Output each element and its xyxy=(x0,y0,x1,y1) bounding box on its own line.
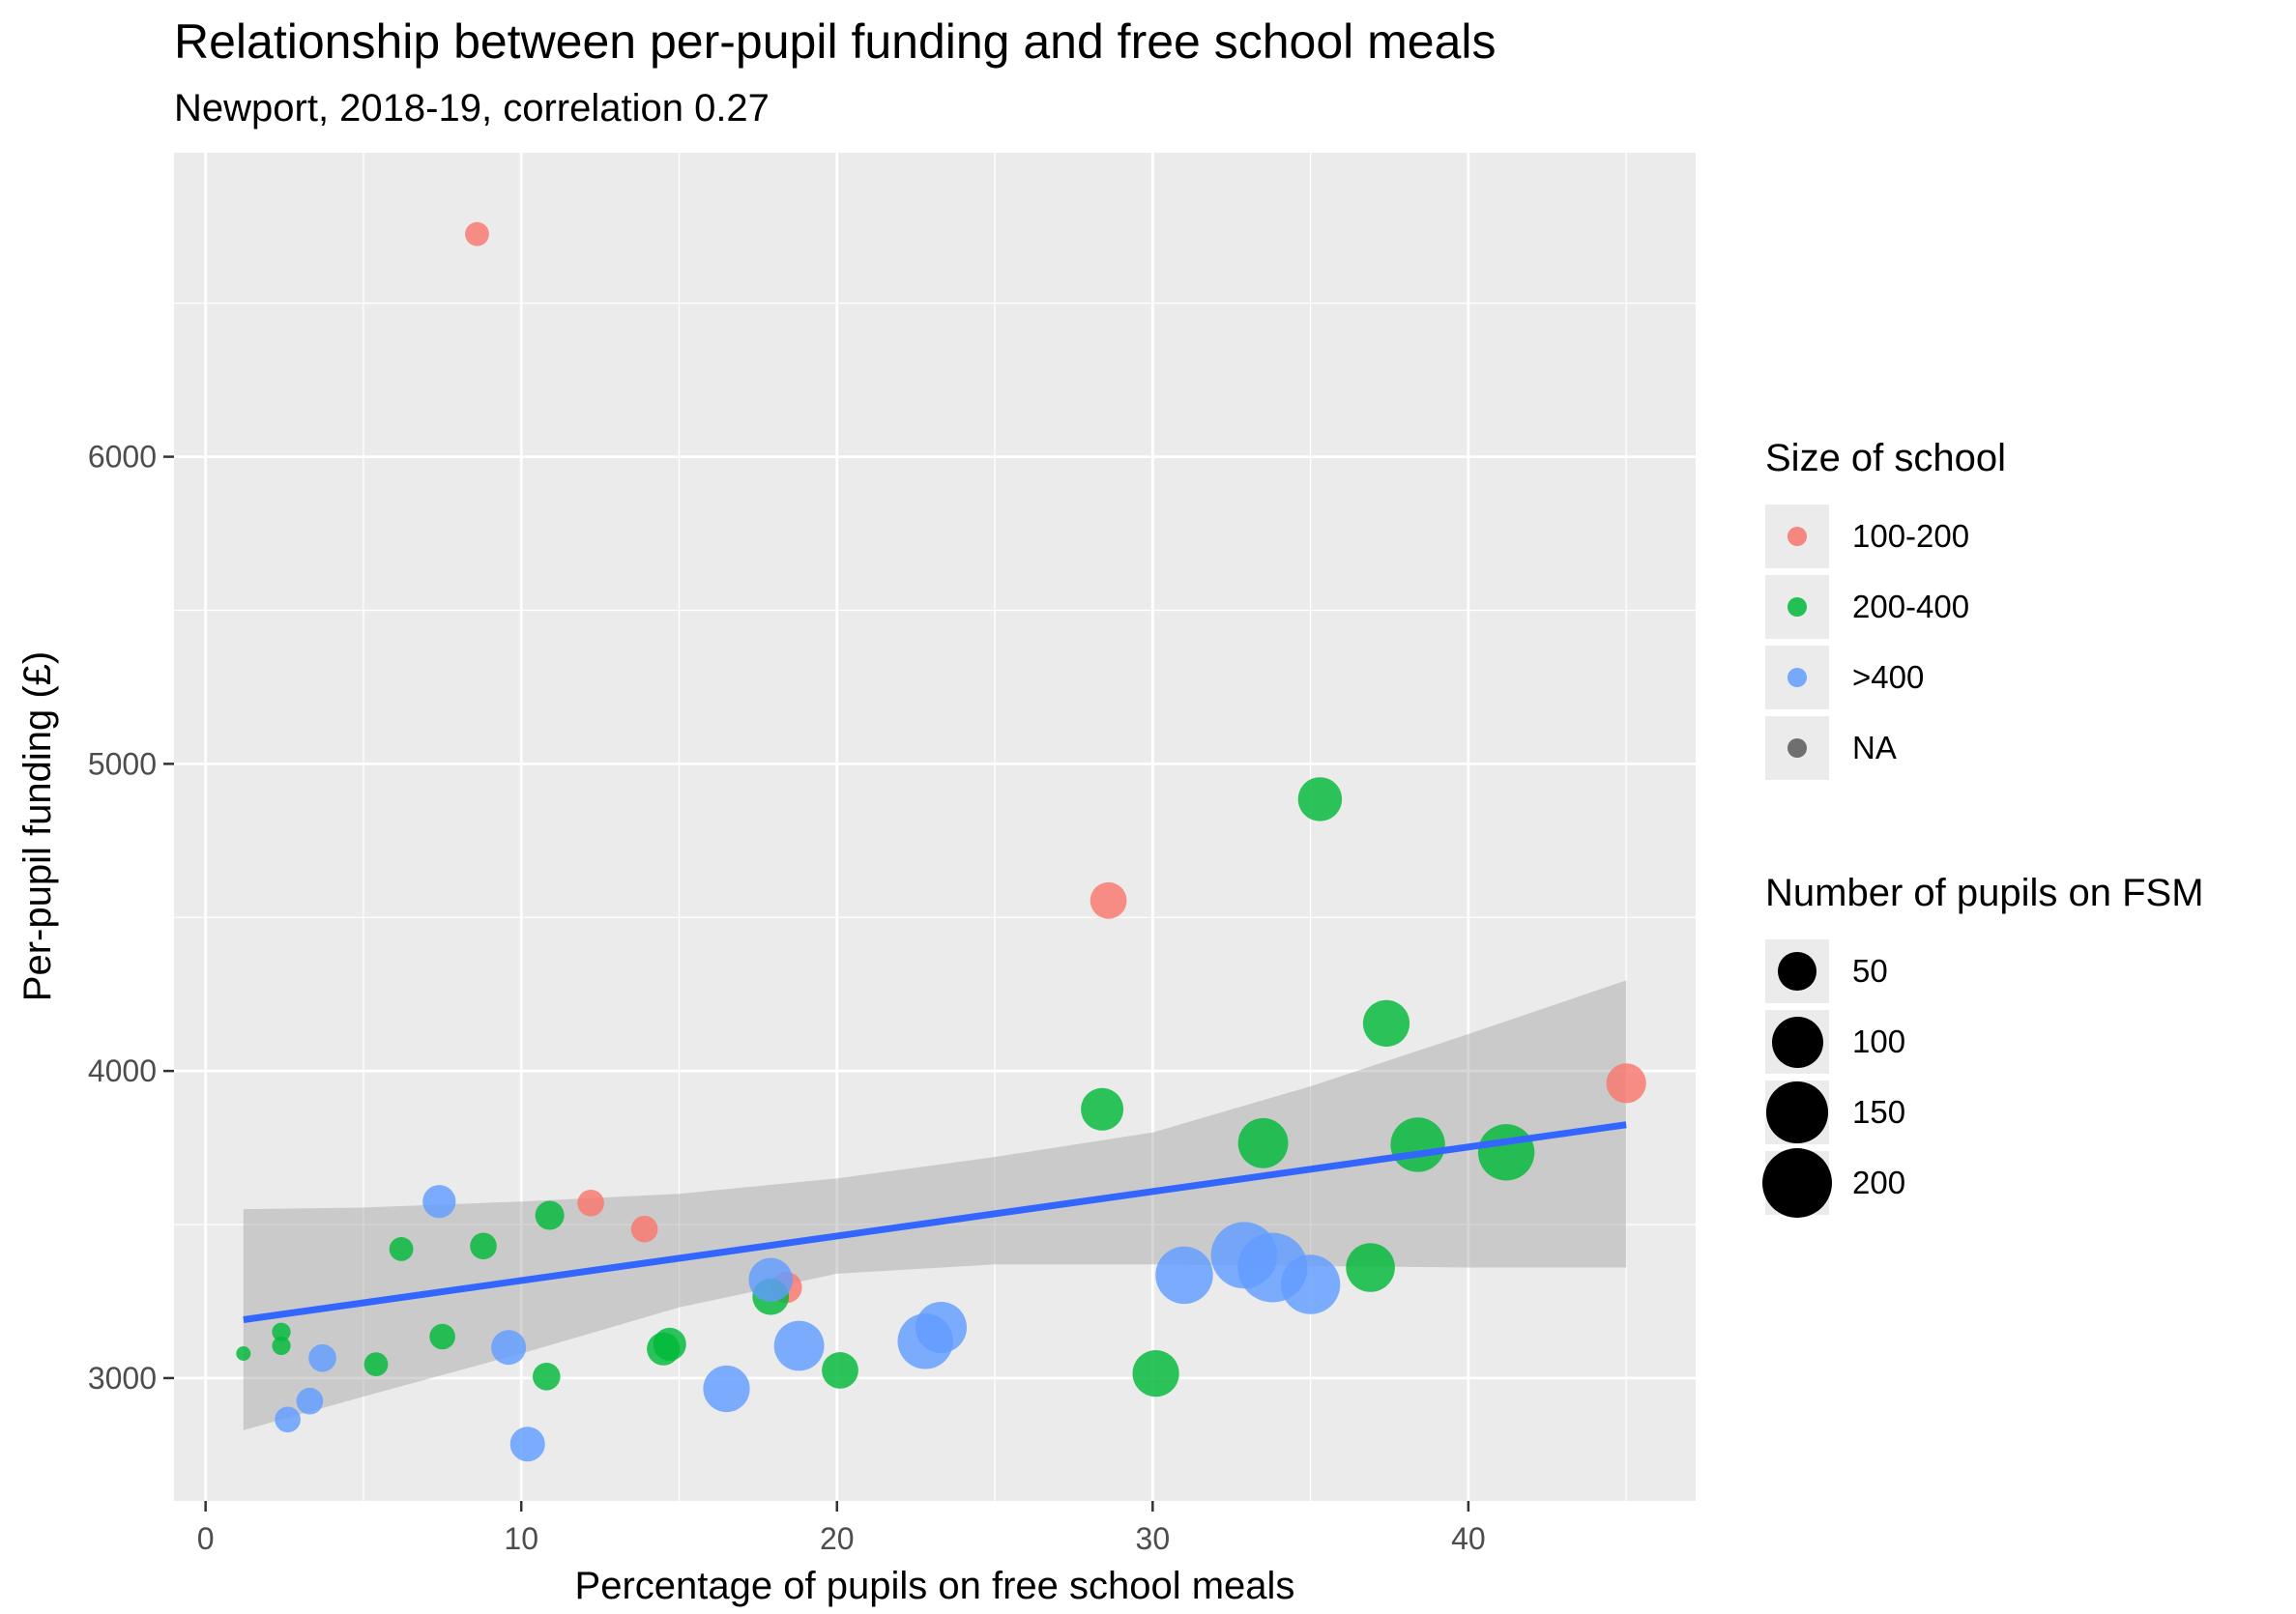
color-legend-dot xyxy=(1787,597,1807,617)
data-point xyxy=(1477,1124,1535,1181)
x-tick-label: 30 xyxy=(1136,1521,1171,1556)
data-point xyxy=(470,1232,497,1260)
color-legend-key xyxy=(1765,504,1829,568)
size-legend-title: Number of pupils on FSM xyxy=(1765,872,2204,914)
color-legend-label: NA xyxy=(1852,730,1897,765)
data-point xyxy=(1081,1087,1124,1131)
data-point xyxy=(363,1352,389,1376)
size-legend-key xyxy=(1765,1010,1829,1074)
size-legend-label: 150 xyxy=(1852,1094,1906,1130)
data-point xyxy=(822,1352,858,1389)
trend-line xyxy=(243,1121,1627,1323)
y-tick-label: 4000 xyxy=(88,1053,157,1088)
data-point xyxy=(773,1320,825,1371)
data-point xyxy=(577,1190,604,1217)
data-point xyxy=(915,1302,967,1353)
plot-svg: 0 10 20 30 40 3000 4000 5000 6000 Percentage of… xyxy=(16,153,1696,1607)
data-point xyxy=(429,1323,455,1350)
data-point xyxy=(236,1346,251,1361)
data-point xyxy=(509,1427,545,1462)
size-legend-key xyxy=(1765,1081,1829,1144)
y-tick-label: 5000 xyxy=(88,746,157,781)
data-point xyxy=(1237,1117,1289,1168)
axis-ticks xyxy=(163,455,1470,1512)
data-point xyxy=(422,1185,456,1219)
color-legend-label: >400 xyxy=(1852,659,1925,695)
confidence-ribbon xyxy=(243,980,1627,1430)
data-point xyxy=(630,1216,658,1243)
x-axis-label: Percentage of pupils on free school meal… xyxy=(575,1565,1295,1607)
size-legend-label: 50 xyxy=(1852,953,1888,989)
chart-title: Relationship between per-pupil funding a… xyxy=(174,14,1497,69)
color-legend-key xyxy=(1765,575,1829,639)
data-point xyxy=(389,1237,414,1261)
data-point xyxy=(272,1336,291,1356)
y-tick-label: 6000 xyxy=(88,440,157,475)
y-tick-label: 3000 xyxy=(88,1361,157,1396)
size-legend-label: 200 xyxy=(1852,1165,1906,1200)
color-legend-key xyxy=(1765,646,1829,709)
data-point xyxy=(1346,1243,1395,1292)
plot-panel xyxy=(174,153,1696,1501)
size-legend-dot xyxy=(1771,1016,1823,1068)
data-point xyxy=(465,221,489,246)
x-tick-labels: 0 10 20 30 40 xyxy=(197,1521,1486,1556)
chart-subtitle: Newport, 2018-19, correlation 0.27 xyxy=(174,87,770,130)
data-point xyxy=(1090,881,1127,919)
data-point xyxy=(535,1200,565,1230)
x-tick-label: 40 xyxy=(1451,1521,1486,1556)
y-axis-label: Per-pupil funding (£) xyxy=(16,651,59,1001)
data-point xyxy=(491,1330,527,1366)
size-legend-dot xyxy=(1766,1081,1828,1143)
x-tick-label: 0 xyxy=(197,1521,215,1556)
size-legend-label: 100 xyxy=(1852,1023,1906,1059)
data-point xyxy=(1132,1350,1179,1398)
x-tick-label: 10 xyxy=(504,1521,538,1556)
size-legend-dot xyxy=(1761,1147,1833,1219)
color-legend-dot xyxy=(1787,668,1807,687)
data-point xyxy=(1297,777,1343,821)
data-point xyxy=(533,1363,561,1391)
color-legend-label: 200-400 xyxy=(1852,589,1970,624)
data-point xyxy=(703,1365,750,1413)
size-legend-dot xyxy=(1778,952,1816,991)
color-legend-key xyxy=(1765,716,1829,780)
data-point xyxy=(1390,1117,1445,1172)
data-point xyxy=(1280,1254,1341,1314)
data-point xyxy=(275,1406,301,1433)
data-point xyxy=(748,1257,793,1302)
data-point xyxy=(653,1327,686,1361)
gridlines-major xyxy=(174,153,1696,1501)
data-point xyxy=(1362,999,1410,1047)
data-point xyxy=(272,1322,291,1341)
size-legend-key xyxy=(1761,1147,1833,1219)
color-legend-dot xyxy=(1787,527,1807,546)
y-tick-labels: 3000 4000 5000 6000 xyxy=(88,440,157,1396)
data-point xyxy=(1155,1246,1213,1305)
x-tick-label: 20 xyxy=(820,1521,855,1556)
size-legend-key xyxy=(1765,939,1829,1003)
data-point xyxy=(1606,1063,1646,1104)
data-points xyxy=(236,221,1646,1462)
data-point xyxy=(308,1343,336,1372)
color-legend-label: 100-200 xyxy=(1852,518,1970,554)
color-legend-dot xyxy=(1787,738,1807,758)
color-legend-title: Size of school xyxy=(1765,437,2007,479)
data-point xyxy=(296,1387,324,1415)
